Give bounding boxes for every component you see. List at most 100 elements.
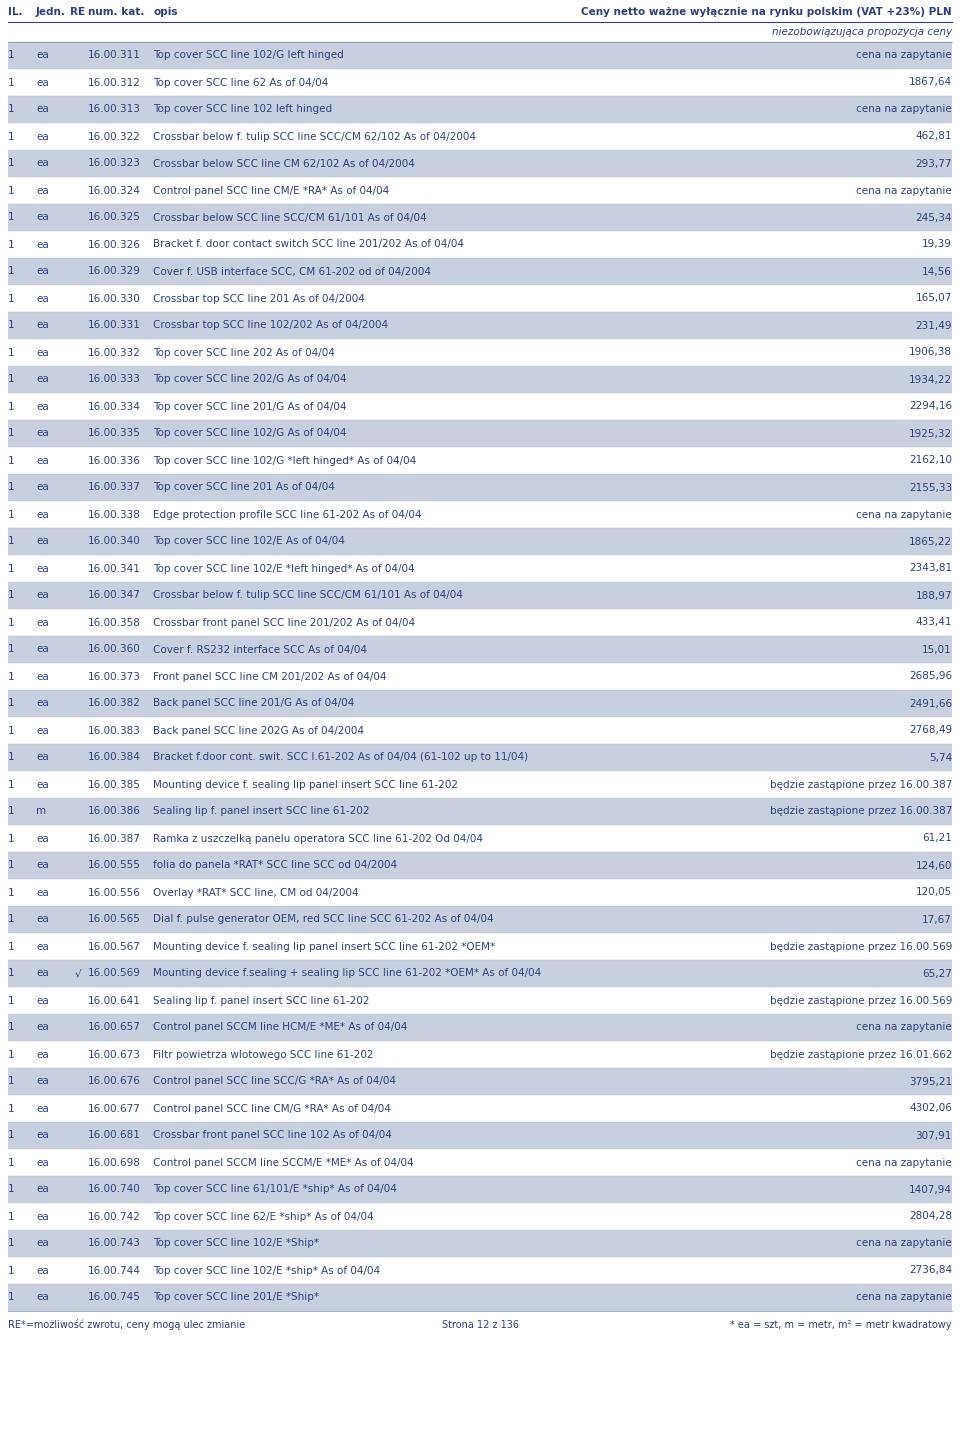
Text: ea: ea xyxy=(36,861,49,871)
Text: 1: 1 xyxy=(8,915,14,925)
Text: Control panel SCC line SCC/G *RA* As of 04/04: Control panel SCC line SCC/G *RA* As of … xyxy=(153,1077,396,1087)
Text: 1: 1 xyxy=(8,1049,14,1059)
Text: ea: ea xyxy=(36,618,49,628)
Text: 16.00.313: 16.00.313 xyxy=(88,104,141,114)
Text: 188,97: 188,97 xyxy=(916,590,952,601)
Text: 1: 1 xyxy=(8,725,14,735)
Text: 1: 1 xyxy=(8,456,14,466)
Text: ea: ea xyxy=(36,833,49,844)
Text: * ea = szt, m = metr, m² = metr kwadratowy: * ea = szt, m = metr, m² = metr kwadrato… xyxy=(731,1320,952,1330)
Text: RE*=możliwość zwrotu, ceny mogą ulec zmianie: RE*=możliwość zwrotu, ceny mogą ulec zmi… xyxy=(8,1320,245,1330)
Text: 1: 1 xyxy=(8,618,14,628)
Text: 1: 1 xyxy=(8,1292,14,1302)
Text: Back panel SCC line 202G As of 04/2004: Back panel SCC line 202G As of 04/2004 xyxy=(153,725,364,735)
Text: ea: ea xyxy=(36,320,49,330)
Text: ea: ea xyxy=(36,537,49,547)
Text: 245,34: 245,34 xyxy=(916,213,952,223)
Text: 16.00.358: 16.00.358 xyxy=(88,618,141,628)
Text: Top cover SCC line 102/G As of 04/04: Top cover SCC line 102/G As of 04/04 xyxy=(153,428,347,438)
Text: Control panel SCC line CM/G *RA* As of 04/04: Control panel SCC line CM/G *RA* As of 0… xyxy=(153,1104,391,1114)
Bar xyxy=(8,42,952,69)
Text: 2768,49: 2768,49 xyxy=(909,725,952,735)
Text: 16.00.387: 16.00.387 xyxy=(88,833,141,844)
Text: 1: 1 xyxy=(8,590,14,601)
Text: 16.00.676: 16.00.676 xyxy=(88,1077,141,1087)
Text: folia do panela *RAT* SCC line SCC od 04/2004: folia do panela *RAT* SCC line SCC od 04… xyxy=(153,861,397,871)
Text: ea: ea xyxy=(36,752,49,763)
Text: Control panel SCCM line SCCM/E *ME* As of 04/04: Control panel SCCM line SCCM/E *ME* As o… xyxy=(153,1158,414,1168)
Text: m: m xyxy=(36,806,46,816)
Text: Top cover SCC line 201/G As of 04/04: Top cover SCC line 201/G As of 04/04 xyxy=(153,401,347,411)
Text: 1: 1 xyxy=(8,1185,14,1195)
Text: ea: ea xyxy=(36,104,49,114)
Text: 19,39: 19,39 xyxy=(923,240,952,249)
Text: 16.00.641: 16.00.641 xyxy=(88,996,141,1006)
Text: 3795,21: 3795,21 xyxy=(909,1077,952,1087)
Text: Edge protection profile SCC line 61-202 As of 04/04: Edge protection profile SCC line 61-202 … xyxy=(153,509,421,519)
Text: ea: ea xyxy=(36,375,49,385)
Bar xyxy=(8,987,952,1014)
Text: 16.00.360: 16.00.360 xyxy=(88,644,141,654)
Text: 16.00.334: 16.00.334 xyxy=(88,401,141,411)
Text: Bracket f.door cont. swit. SCC I.61-202 As of 04/04 (61-102 up to 11/04): Bracket f.door cont. swit. SCC I.61-202 … xyxy=(153,752,528,763)
Text: 16.00.681: 16.00.681 xyxy=(88,1130,141,1140)
Text: 1: 1 xyxy=(8,1266,14,1275)
Text: 1: 1 xyxy=(8,537,14,547)
Text: cena na zapytanie: cena na zapytanie xyxy=(856,509,952,519)
Text: 5,74: 5,74 xyxy=(928,752,952,763)
Bar xyxy=(8,637,952,663)
Text: będzie zastąpione przez 16.01.662: będzie zastąpione przez 16.01.662 xyxy=(770,1049,952,1059)
Bar xyxy=(8,313,952,339)
Bar xyxy=(8,852,952,878)
Text: 120,05: 120,05 xyxy=(916,887,952,897)
Text: 65,27: 65,27 xyxy=(923,968,952,978)
Text: Top cover SCC line 62/E *ship* As of 04/04: Top cover SCC line 62/E *ship* As of 04/… xyxy=(153,1211,373,1221)
Bar xyxy=(8,1095,952,1121)
Text: Sealing lip f. panel insert SCC line 61-202: Sealing lip f. panel insert SCC line 61-… xyxy=(153,806,370,816)
Text: 1: 1 xyxy=(8,51,14,61)
Text: Top cover SCC line 102 left hinged: Top cover SCC line 102 left hinged xyxy=(153,104,332,114)
Text: ea: ea xyxy=(36,725,49,735)
Text: Control panel SCC line CM/E *RA* As of 04/04: Control panel SCC line CM/E *RA* As of 0… xyxy=(153,185,389,195)
Bar xyxy=(8,339,952,366)
Text: 1: 1 xyxy=(8,240,14,249)
Text: ea: ea xyxy=(36,699,49,709)
Text: 16.00.330: 16.00.330 xyxy=(88,294,141,304)
Bar xyxy=(8,933,952,959)
Text: ea: ea xyxy=(36,1266,49,1275)
Text: 2343,81: 2343,81 xyxy=(909,563,952,573)
Text: 1: 1 xyxy=(8,806,14,816)
Text: ea: ea xyxy=(36,915,49,925)
Text: Mounting device f. sealing lip panel insert SCC line 61-202: Mounting device f. sealing lip panel ins… xyxy=(153,780,458,790)
Bar xyxy=(8,447,952,475)
Text: 16.00.386: 16.00.386 xyxy=(88,806,141,816)
Text: 165,07: 165,07 xyxy=(916,294,952,304)
Text: Top cover SCC line 202/G As of 04/04: Top cover SCC line 202/G As of 04/04 xyxy=(153,375,347,385)
Bar xyxy=(8,556,952,582)
Bar xyxy=(8,906,952,933)
Text: 231,49: 231,49 xyxy=(916,320,952,330)
Text: 1: 1 xyxy=(8,563,14,573)
Text: Mounting device f. sealing lip panel insert SCC line 61-202 *OEM*: Mounting device f. sealing lip panel ins… xyxy=(153,942,495,952)
Text: 1925,32: 1925,32 xyxy=(909,428,952,438)
Text: 124,60: 124,60 xyxy=(916,861,952,871)
Text: 1: 1 xyxy=(8,266,14,276)
Text: 16.00.385: 16.00.385 xyxy=(88,780,141,790)
Text: 16.00.335: 16.00.335 xyxy=(88,428,141,438)
Text: 16.00.698: 16.00.698 xyxy=(88,1158,141,1168)
Text: 1407,94: 1407,94 xyxy=(909,1185,952,1195)
Text: 16.00.569: 16.00.569 xyxy=(88,968,141,978)
Text: 1867,64: 1867,64 xyxy=(909,78,952,87)
Text: cena na zapytanie: cena na zapytanie xyxy=(856,104,952,114)
Text: cena na zapytanie: cena na zapytanie xyxy=(856,51,952,61)
Text: 16.00.555: 16.00.555 xyxy=(88,861,141,871)
Text: Top cover SCC line 201/E *Ship*: Top cover SCC line 201/E *Ship* xyxy=(153,1292,319,1302)
Bar xyxy=(8,744,952,771)
Bar xyxy=(8,663,952,690)
Text: Mounting device f.sealing + sealing lip SCC line 61-202 *OEM* As of 04/04: Mounting device f.sealing + sealing lip … xyxy=(153,968,541,978)
Text: Back panel SCC line 201/G As of 04/04: Back panel SCC line 201/G As of 04/04 xyxy=(153,699,354,709)
Text: 16.00.324: 16.00.324 xyxy=(88,185,141,195)
Text: 1: 1 xyxy=(8,996,14,1006)
Text: ea: ea xyxy=(36,1104,49,1114)
Text: 16.00.331: 16.00.331 xyxy=(88,320,141,330)
